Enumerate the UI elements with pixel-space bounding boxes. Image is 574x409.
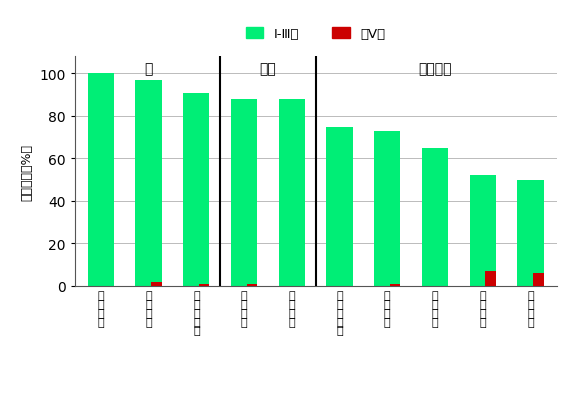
Bar	[199, 284, 210, 286]
Bar	[183, 93, 210, 286]
Bar	[374, 131, 401, 286]
Legend: I-Ⅲ类, 劣Ⅴ类: I-Ⅲ类, 劣Ⅴ类	[246, 28, 385, 41]
Bar	[151, 282, 162, 286]
Bar	[422, 148, 448, 286]
Y-axis label: 断面比例（%）: 断面比例（%）	[21, 143, 34, 200]
Bar	[390, 284, 401, 286]
Bar	[279, 100, 305, 286]
Bar	[247, 284, 257, 286]
Text: 轻度污染: 轻度污染	[418, 62, 452, 76]
Bar	[517, 180, 544, 286]
Text: 良好: 良好	[259, 62, 276, 76]
Bar	[470, 176, 496, 286]
Bar	[327, 127, 352, 286]
Bar	[231, 100, 257, 286]
Bar	[135, 81, 162, 286]
Bar	[486, 272, 496, 286]
Bar	[88, 74, 114, 286]
Text: 优: 优	[145, 62, 153, 76]
Bar	[533, 274, 544, 286]
